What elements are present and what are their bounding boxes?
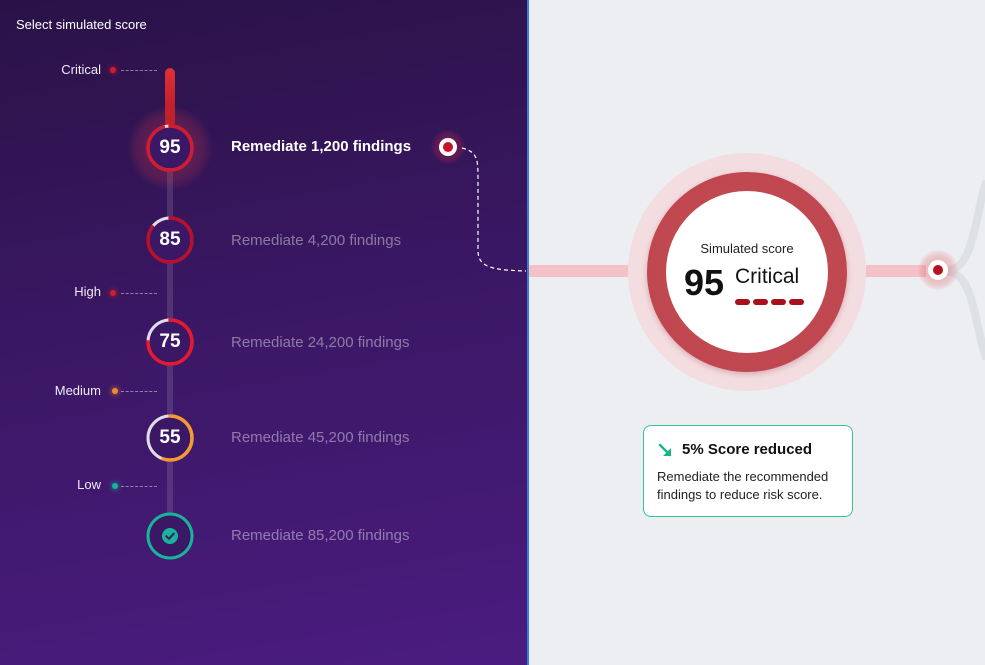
severity-label-medium: Medium (54, 383, 101, 398)
score-value: 55 (159, 427, 181, 448)
score-option-55[interactable]: 55 (145, 413, 195, 463)
finding-label-95[interactable]: Remediate 1,200 findings (231, 138, 412, 155)
simulated-score-value: 95 (684, 262, 725, 303)
severity-connector (121, 486, 157, 487)
check-icon (162, 528, 178, 544)
score-track (167, 68, 173, 538)
simulated-severity: Critical (735, 265, 800, 288)
score-option-safe[interactable] (145, 511, 195, 561)
score-option-85[interactable]: 85 (145, 215, 195, 265)
severity-connector (121, 293, 157, 294)
score-reduced-card: 5% Score reduced Remediate the recommend… (643, 425, 853, 517)
score-ring (146, 124, 194, 172)
score-ring (146, 216, 194, 264)
output-node-marker (918, 250, 958, 290)
score-track-fill (165, 68, 175, 128)
connector-line (461, 147, 527, 272)
score-value: 95 (159, 137, 181, 158)
severity-connector (121, 70, 157, 71)
score-value: 85 (159, 229, 181, 250)
panel-title: Select simulated score (16, 17, 147, 32)
flow-bar-left (529, 265, 629, 277)
severity-dot-critical (110, 67, 116, 73)
score-option-95[interactable]: 95 (145, 123, 195, 173)
severity-dot-high (110, 290, 116, 296)
score-option-75[interactable]: 75 (145, 317, 195, 367)
flow-bar-right (866, 265, 926, 277)
severity-dot-medium (112, 388, 118, 394)
severity-indicator (735, 292, 807, 310)
branch-lines (944, 180, 985, 360)
finding-label-85[interactable]: Remediate 4,200 findings (231, 232, 402, 249)
score-ring (146, 414, 194, 462)
finding-label-75[interactable]: Remediate 24,200 findings (231, 334, 410, 351)
selected-option-marker (431, 130, 465, 164)
severity-dot-low (112, 483, 118, 489)
finding-label-55[interactable]: Remediate 45,200 findings (231, 429, 410, 446)
score-selector-panel: Select simulated score Critical High Med… (0, 0, 527, 665)
severity-label-low: Low (77, 477, 101, 492)
simulated-score-label: Simulated score (700, 241, 794, 256)
severity-connector (121, 391, 157, 392)
panel-divider (527, 0, 529, 665)
score-value: 75 (159, 331, 181, 352)
card-title: 5% Score reduced (682, 441, 813, 458)
score-ring (146, 318, 194, 366)
simulated-score-center (666, 191, 828, 353)
severity-label-high: High (74, 284, 101, 299)
card-description: Remediate the recommended findings to re… (657, 469, 829, 502)
finding-label-safe[interactable]: Remediate 85,200 findings (231, 527, 410, 544)
trend-down-arrow-icon (658, 443, 672, 457)
severity-label-critical: Critical (61, 62, 101, 77)
